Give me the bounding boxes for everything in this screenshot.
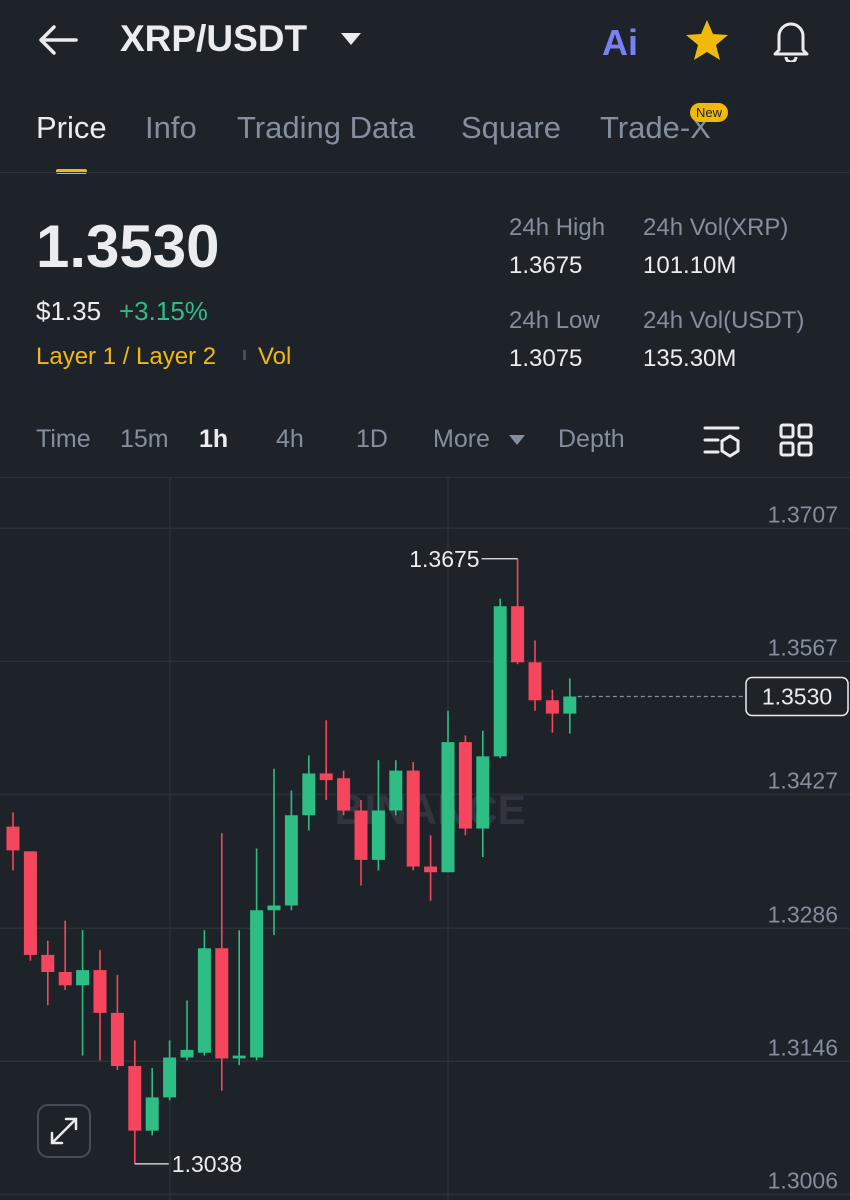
candle-body (58, 972, 72, 986)
high-marker-label: 1.3675 (409, 546, 479, 572)
candle-body (511, 606, 525, 663)
usd-price: $1.35 (36, 296, 102, 326)
last-price-label: 1.3530 (762, 684, 832, 710)
interval[interactable]: 4h (276, 425, 304, 453)
stat-value: 135.30M (643, 345, 737, 372)
layout-grid[interactable] (778, 422, 814, 458)
y-tick-label: 1.3006 (768, 1167, 838, 1193)
tab[interactable]: Square (461, 110, 561, 145)
separator (243, 350, 246, 360)
pair-dropdown[interactable] (340, 32, 362, 46)
candle-body (476, 756, 490, 829)
interval[interactable]: 1D (356, 425, 388, 453)
candle-body (563, 696, 577, 714)
candle-body (6, 826, 20, 851)
stat-label: 24h High (509, 214, 606, 241)
candlestick-chart: BINANCE 1.37071.35671.34271.32861.31461.… (0, 478, 850, 1200)
candle-body (424, 866, 438, 873)
candle-body (76, 970, 90, 986)
interval[interactable]: 1h (199, 425, 229, 453)
price-change: +3.15% (119, 296, 208, 326)
candle-body (23, 851, 37, 955)
divider (0, 477, 850, 478)
low-marker-label: 1.3038 (172, 1151, 242, 1177)
candle-body (458, 742, 472, 829)
interval[interactable]: Time (36, 425, 91, 453)
back-button[interactable] (36, 22, 80, 58)
candle-body (163, 1057, 177, 1098)
candle-body (93, 970, 107, 1013)
stat-value: 1.3075 (509, 345, 583, 372)
stat-label: 24h Vol(XRP) (643, 214, 789, 241)
fullscreen-button[interactable] (37, 1104, 91, 1158)
tab[interactable]: Price (36, 110, 107, 174)
candle-body (389, 770, 403, 811)
candle-body (337, 778, 351, 811)
indicator-settings[interactable] (702, 424, 742, 458)
candle-body (406, 770, 420, 867)
candle-body (41, 954, 55, 972)
stat-label: 24h Vol(USDT) (643, 307, 805, 334)
candle-body (528, 662, 542, 701)
notification-bell[interactable] (768, 16, 814, 62)
candle-body (354, 810, 368, 860)
category-tag[interactable]: Layer 1 / Layer 2 (36, 343, 217, 370)
y-tick-label: 1.3707 (768, 501, 838, 527)
candle-body (215, 948, 229, 1059)
y-tick-label: 1.3146 (768, 1034, 838, 1060)
vol-tag[interactable]: Vol (258, 343, 292, 370)
y-tick-label: 1.3567 (768, 634, 838, 660)
ai-button[interactable]: Ai (602, 22, 638, 63)
interval[interactable]: 15m (120, 425, 169, 453)
divider (0, 172, 850, 173)
candle-body (232, 1055, 246, 1059)
interval[interactable]: Depth (558, 425, 625, 453)
candle-body (302, 773, 316, 816)
candle-body (493, 606, 507, 757)
candle-body (110, 1012, 124, 1067)
stat-label: 24h Low (509, 307, 600, 334)
tab[interactable]: Trading Data (237, 110, 416, 145)
candle-body (371, 810, 385, 860)
tab[interactable]: Info (145, 110, 197, 145)
candle-body (250, 910, 264, 1058)
favorite-star[interactable] (684, 18, 730, 62)
candle-body (145, 1097, 159, 1131)
candle-body (441, 742, 455, 873)
candle-body (180, 1049, 194, 1058)
last-price-box (745, 676, 849, 717)
y-tick-label: 1.3427 (768, 767, 838, 793)
candle-body (284, 815, 298, 906)
new-badge: New (690, 103, 729, 122)
more-dropdown[interactable] (508, 434, 526, 446)
last-price: 1.3530 (36, 213, 220, 280)
pair-title[interactable]: XRP/USDT (120, 18, 308, 59)
candle-body (319, 773, 333, 781)
stat-value: 101.10M (643, 252, 737, 279)
stat-value: 1.3675 (509, 252, 583, 279)
interval[interactable]: More (433, 425, 490, 453)
candle-body (545, 700, 559, 714)
candle-body (128, 1066, 142, 1131)
candle-body (267, 905, 281, 911)
y-tick-label: 1.3286 (768, 901, 838, 927)
candle-body (197, 948, 211, 1053)
